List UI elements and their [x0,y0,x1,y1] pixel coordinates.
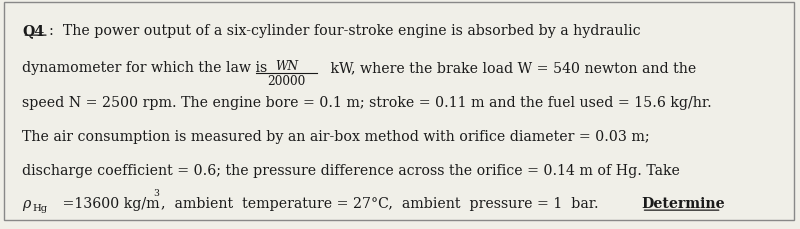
Text: 3: 3 [153,188,158,197]
Text: =13600 kg/m: =13600 kg/m [58,196,160,210]
Text: 20000: 20000 [267,74,306,87]
Text: :  The power output of a six-cylinder four-stroke engine is absorbed by a hydrau: : The power output of a six-cylinder fou… [49,24,641,38]
Text: Determine: Determine [642,196,726,210]
Text: speed N = 2500 rpm. The engine bore = 0.1 m; stroke = 0.11 m and the fuel used =: speed N = 2500 rpm. The engine bore = 0.… [22,96,712,110]
FancyBboxPatch shape [4,3,794,220]
Text: kW, where the brake load W = 540 newton and the: kW, where the brake load W = 540 newton … [326,61,697,75]
Text: WN: WN [275,60,298,73]
Text: ,  ambient  temperature = 27°C,  ambient  pressure = 1  bar.: , ambient temperature = 27°C, ambient pr… [161,196,607,210]
Text: The air consumption is measured by an air-box method with orifice diameter = 0.0: The air consumption is measured by an ai… [22,129,650,143]
Text: Hg: Hg [33,203,48,212]
Text: dynamometer for which the law is: dynamometer for which the law is [22,61,272,75]
Text: discharge coefficient = 0.6; the pressure difference across the orifice = 0.14 m: discharge coefficient = 0.6; the pressur… [22,163,680,177]
Text: Q4: Q4 [22,24,45,38]
Text: ρ: ρ [22,196,30,210]
